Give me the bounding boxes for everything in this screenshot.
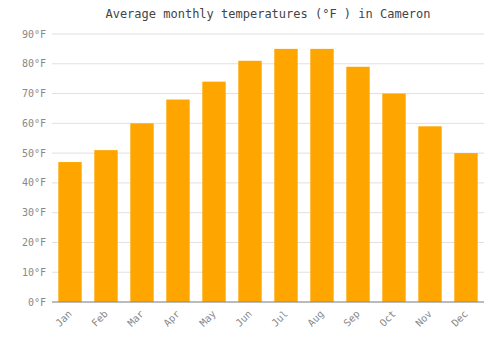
bar xyxy=(58,162,81,302)
y-tick-label: 90°F xyxy=(22,29,46,40)
x-tick-label: Sep xyxy=(341,308,362,329)
bar xyxy=(166,100,189,302)
x-tick-label: Jan xyxy=(53,308,74,329)
grid-line xyxy=(52,123,484,124)
bar xyxy=(454,153,477,302)
grid-line xyxy=(52,34,484,35)
bar xyxy=(346,67,369,302)
chart-container: Average monthly temperatures (°F ) in Ca… xyxy=(0,0,500,350)
x-tick-label: Mar xyxy=(125,308,146,329)
bar xyxy=(274,49,297,302)
y-tick-label: 20°F xyxy=(22,237,46,248)
y-tick-label: 50°F xyxy=(22,148,46,159)
grid-line xyxy=(52,93,484,94)
x-tick-label: Aug xyxy=(305,308,326,329)
chart-svg: Average monthly temperatures (°F ) in Ca… xyxy=(0,0,500,350)
y-tick-label: 0°F xyxy=(28,297,46,308)
y-tick-label: 40°F xyxy=(22,177,46,188)
x-axis-line xyxy=(52,302,484,303)
y-tick-label: 80°F xyxy=(22,58,46,69)
grid-line xyxy=(52,63,484,64)
grid-line xyxy=(52,302,484,303)
bar xyxy=(382,94,405,302)
x-tick-label: Oct xyxy=(377,308,398,329)
y-tick-label: 10°F xyxy=(22,267,46,278)
x-tick-label: Nov xyxy=(413,308,434,329)
y-tick-label: 30°F xyxy=(22,207,46,218)
bar xyxy=(202,82,225,302)
x-tick-label: Jul xyxy=(269,308,290,329)
x-tick-label: May xyxy=(197,308,218,329)
bar xyxy=(310,49,333,302)
bar xyxy=(238,61,261,302)
bar xyxy=(94,150,117,302)
x-tick-label: Jun xyxy=(233,308,254,329)
bars xyxy=(58,49,477,302)
y-tick-label: 60°F xyxy=(22,118,46,129)
bar xyxy=(418,126,441,302)
title: Average monthly temperatures (°F ) in Ca… xyxy=(105,7,430,21)
bar xyxy=(130,123,153,302)
y-axis: 0°F 10°F 20°F 30°F 40°F 50°F 60°F 70°F 80°F 90°F xyxy=(22,29,484,308)
y-tick-label: 70°F xyxy=(22,88,46,99)
x-tick-label: Feb xyxy=(89,308,110,329)
x-axis: Jan Feb Mar Apr May Jun Jul Aug Sep Oct Nov Dec xyxy=(53,308,470,329)
x-tick-label: Apr xyxy=(161,308,182,329)
x-tick-label: Dec xyxy=(449,308,470,329)
